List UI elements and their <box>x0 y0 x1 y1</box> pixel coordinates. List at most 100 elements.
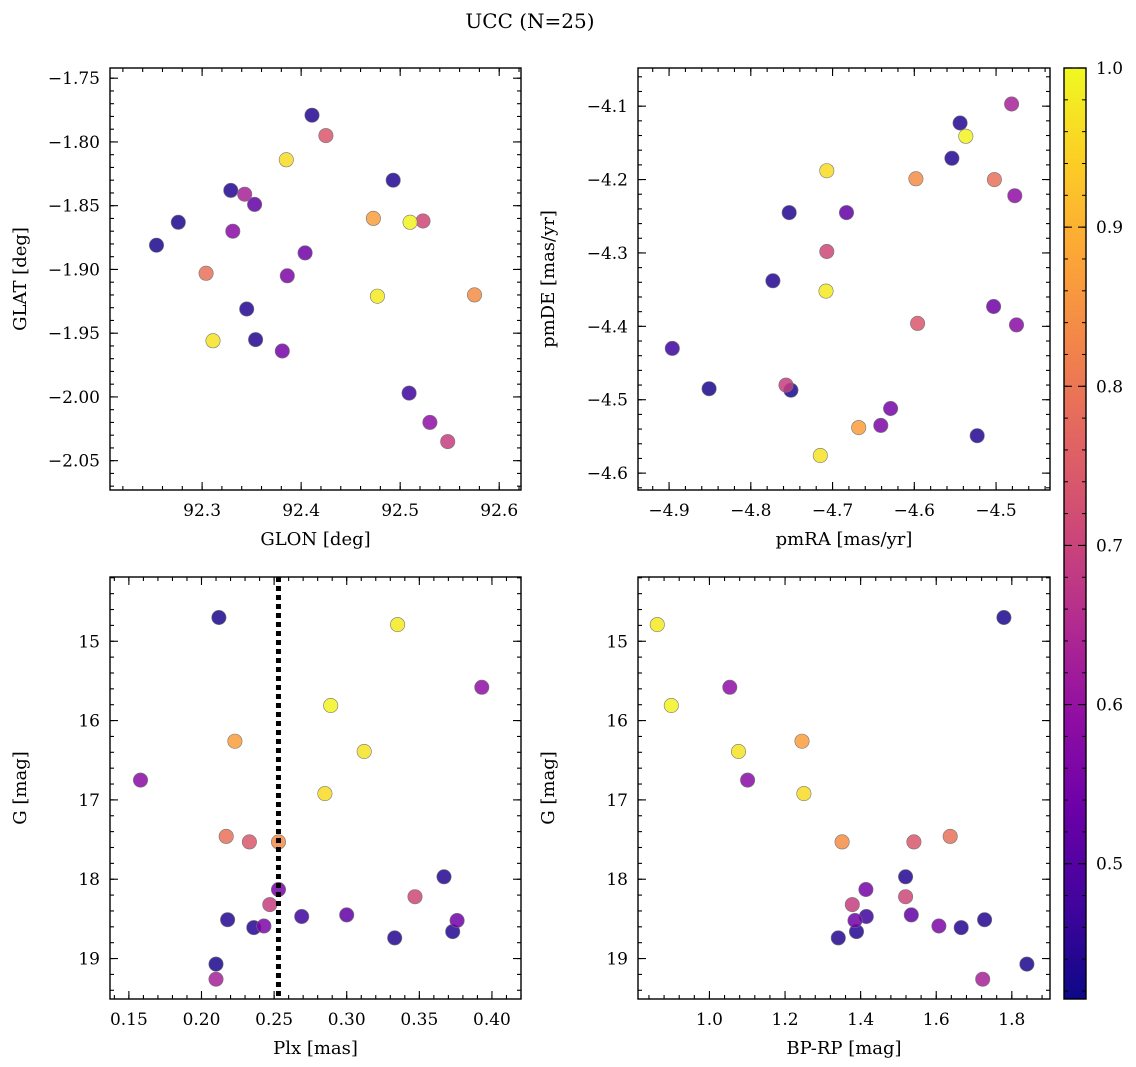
data-point <box>220 912 236 928</box>
data-point <box>218 828 234 844</box>
data-point <box>986 172 1002 188</box>
data-point <box>211 609 227 625</box>
data-point <box>818 283 834 299</box>
ticks <box>638 68 1050 490</box>
data-point <box>256 918 272 934</box>
data-point <box>1007 188 1023 204</box>
data-point <box>730 743 746 759</box>
data-point <box>323 697 339 713</box>
colorbar-tick-label: 0.9 <box>1096 218 1123 238</box>
data-point <box>402 214 418 230</box>
data-point <box>149 237 165 253</box>
y-axis-label: G [mag] <box>10 751 31 824</box>
axes-frame <box>637 576 1051 1000</box>
data-point <box>663 697 679 713</box>
data-point <box>944 150 960 166</box>
scatter-panels: 92.3 92.4 92.5 92.6 −1.75 −1.80 −1.85 −1.90 −1.9… <box>10 67 1051 1059</box>
x-tick-label: −4.7 <box>812 501 853 521</box>
data-point <box>898 889 914 905</box>
y-tick-label: −2.05 <box>48 452 100 472</box>
x-tick-label: 0.20 <box>183 1010 221 1030</box>
colorbar-tick-label: 1.0 <box>1096 59 1123 79</box>
panel-2: −4.9 −4.8 −4.7 −4.6 −4.5 −4.1 −4.2 −4.3 −4.4 −4.5… <box>538 67 1051 550</box>
data-point <box>794 733 810 749</box>
axes-frame <box>109 576 522 1000</box>
colorbar-tick-label: 0.7 <box>1096 536 1123 556</box>
data-point <box>908 171 924 187</box>
y-tick-label: −4.2 <box>587 171 628 191</box>
data-point <box>356 743 372 759</box>
data-point <box>819 244 835 260</box>
x-tick-label: 0.40 <box>473 1010 511 1030</box>
data-point <box>248 332 264 348</box>
data-point <box>819 163 835 179</box>
y-axis-label: G [mag] <box>538 751 559 824</box>
y-tick-label: 18 <box>606 870 628 890</box>
data-point <box>208 956 224 972</box>
y-tick-label: 18 <box>78 870 100 890</box>
data-point <box>274 343 290 359</box>
x-tick-label: 1.4 <box>847 1010 874 1030</box>
data-point <box>812 447 828 463</box>
data-point <box>385 172 401 188</box>
data-point <box>942 828 958 844</box>
y-tick-label: −1.85 <box>48 197 100 217</box>
points <box>664 96 1024 463</box>
y-tick-label: 17 <box>78 791 100 811</box>
ticks <box>110 68 521 490</box>
panel-3: 0.15 0.20 0.25 0.30 0.35 0.40 15 16 17 18 19 Plx [m… <box>10 576 522 1059</box>
x-tick-label: 1.8 <box>998 1010 1025 1030</box>
data-point <box>996 609 1012 625</box>
data-point <box>387 930 403 946</box>
data-point <box>317 786 333 802</box>
data-point <box>830 930 846 946</box>
data-point <box>297 245 313 261</box>
y-tick-label: 16 <box>606 712 628 732</box>
x-axis-label: BP-RP [mag] <box>786 1038 901 1059</box>
x-tick-label: 92.5 <box>381 501 419 521</box>
y-axis-label: GLAT [deg] <box>10 227 31 331</box>
axes-frame <box>109 67 522 491</box>
data-point <box>931 918 947 934</box>
data-point <box>834 834 850 850</box>
x-axis-label: GLON [deg] <box>260 529 370 550</box>
data-point <box>851 420 867 436</box>
y-tick-label: −4.1 <box>587 97 628 117</box>
y-axis-label: pmDE [mas/yr] <box>538 210 559 348</box>
data-point <box>294 908 310 924</box>
x-tick-label: −4.5 <box>975 501 1016 521</box>
data-point <box>953 920 969 936</box>
y-tick-label: −1.90 <box>48 260 100 280</box>
y-tick-label: −4.4 <box>587 317 628 337</box>
data-point <box>975 971 991 987</box>
y-tick-label: 19 <box>606 950 628 970</box>
data-point <box>227 733 243 749</box>
data-point <box>952 115 968 131</box>
data-point <box>304 107 320 123</box>
x-tick-label: −4.8 <box>730 501 771 521</box>
data-point <box>278 152 294 168</box>
data-point <box>170 214 186 230</box>
y-tick-label: 17 <box>606 791 628 811</box>
data-point <box>225 223 241 239</box>
data-point <box>365 210 381 226</box>
y-tick-label: 19 <box>78 950 100 970</box>
data-point <box>205 333 221 349</box>
y-tick-label: 16 <box>78 712 100 732</box>
data-point <box>778 377 794 393</box>
colorbar-gradient <box>1064 68 1086 999</box>
data-point <box>906 834 922 850</box>
data-point <box>239 301 255 317</box>
points <box>649 609 1035 987</box>
x-axis-label: pmRA [mas/yr] <box>776 529 913 550</box>
colorbar-tick-label: 0.6 <box>1096 696 1123 716</box>
data-point <box>847 912 863 928</box>
ticks <box>638 577 1050 999</box>
data-point <box>415 213 431 229</box>
x-tick-label: 1.0 <box>696 1010 723 1030</box>
data-point <box>208 971 224 987</box>
data-point <box>466 287 482 303</box>
data-point <box>247 196 263 212</box>
data-point <box>722 679 738 695</box>
